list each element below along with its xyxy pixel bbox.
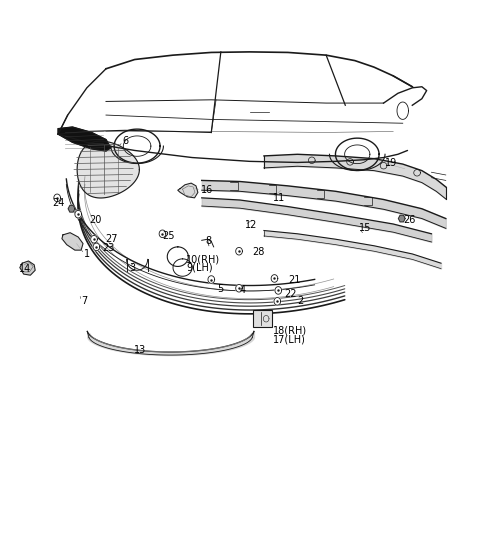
Text: 25: 25 [162, 231, 175, 241]
Text: 4: 4 [240, 286, 246, 295]
Text: 13: 13 [134, 345, 146, 355]
Polygon shape [236, 247, 242, 255]
Text: 2: 2 [298, 296, 304, 306]
Text: 28: 28 [252, 247, 264, 257]
Text: 26: 26 [404, 215, 416, 224]
Text: 18(RH): 18(RH) [273, 325, 307, 335]
Polygon shape [398, 215, 405, 222]
Polygon shape [91, 235, 97, 243]
Polygon shape [275, 287, 282, 294]
Polygon shape [77, 141, 139, 198]
Text: 5: 5 [217, 284, 223, 294]
Text: 23: 23 [102, 244, 115, 253]
Text: 8: 8 [205, 236, 212, 246]
Text: 1: 1 [84, 249, 91, 259]
Text: 22: 22 [284, 289, 297, 299]
Polygon shape [93, 243, 100, 251]
Text: 27: 27 [105, 234, 118, 244]
Polygon shape [54, 194, 60, 201]
Text: 9(LH): 9(LH) [186, 263, 213, 272]
Polygon shape [271, 275, 278, 282]
Polygon shape [178, 183, 198, 198]
Polygon shape [75, 210, 82, 218]
Text: 16: 16 [201, 185, 213, 195]
Polygon shape [68, 205, 75, 212]
Polygon shape [58, 127, 111, 151]
Text: 24: 24 [52, 198, 65, 208]
Text: 14: 14 [19, 264, 31, 274]
Text: 17(LH): 17(LH) [273, 335, 305, 345]
Text: 10(RH): 10(RH) [186, 254, 220, 264]
Text: 20: 20 [89, 215, 102, 224]
Polygon shape [208, 276, 215, 283]
Polygon shape [62, 233, 83, 250]
Text: 6: 6 [123, 136, 129, 146]
Polygon shape [20, 261, 35, 275]
Text: 12: 12 [245, 220, 257, 230]
Polygon shape [274, 298, 281, 305]
Text: 7: 7 [81, 296, 87, 306]
Text: 21: 21 [288, 275, 300, 284]
Polygon shape [236, 284, 242, 292]
Polygon shape [159, 230, 166, 238]
Text: 11: 11 [273, 193, 285, 203]
Text: 19: 19 [384, 158, 397, 168]
Bar [253, 310, 272, 328]
Text: 3: 3 [129, 263, 135, 272]
Text: 15: 15 [359, 223, 371, 233]
